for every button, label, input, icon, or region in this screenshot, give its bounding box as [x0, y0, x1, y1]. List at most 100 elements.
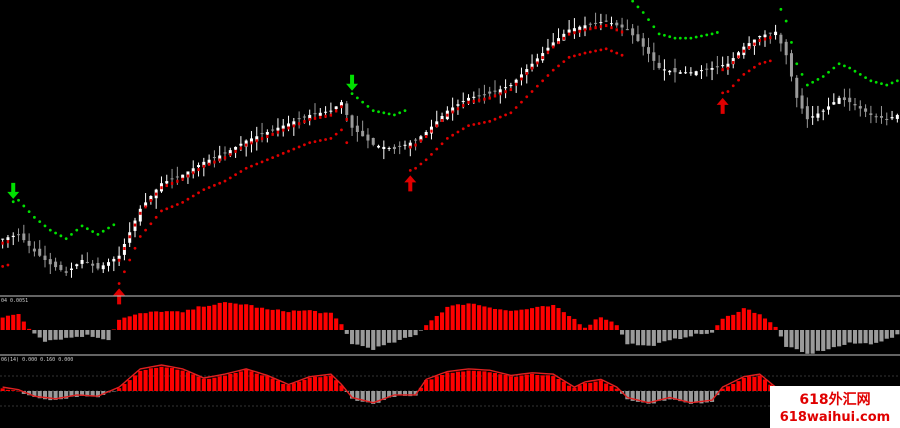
- oscillator-bar: [747, 376, 752, 391]
- trailing-stop-dot: [874, 80, 878, 84]
- oscillator-bar: [323, 376, 328, 391]
- candle-body: [260, 133, 264, 135]
- oscillator-bar: [180, 370, 185, 391]
- oscillator-bar: [492, 372, 498, 391]
- trailing-stop-dot: [27, 210, 31, 214]
- trailing-stop-dot: [33, 215, 36, 219]
- histogram-bar: [477, 305, 482, 330]
- oscillator-bar: [244, 369, 249, 391]
- oscillator-bar: [418, 387, 423, 391]
- candle-body: [774, 31, 778, 36]
- oscillator-bar: [95, 391, 100, 398]
- trailing-stop-dot: [424, 158, 428, 162]
- oscillator-bar: [588, 382, 593, 391]
- trend-mark: [266, 135, 269, 138]
- trailing-stop-dot: [890, 81, 894, 85]
- trailing-stop-dot: [138, 235, 142, 238]
- oscillator-bar: [238, 371, 243, 391]
- histogram-bar: [842, 330, 847, 345]
- trailing-stop-dot: [800, 73, 804, 76]
- candle-body: [572, 28, 576, 32]
- oscillator-bar: [762, 379, 768, 391]
- histogram-bar: [747, 309, 752, 330]
- trailing-stop-dot: [557, 64, 560, 68]
- candle-body: [387, 148, 391, 149]
- histogram-bar: [588, 324, 593, 330]
- histogram-bar: [413, 330, 418, 336]
- histogram-bar: [334, 318, 339, 330]
- oscillator-bar: [260, 375, 265, 391]
- histogram-pane[interactable]: [0, 302, 900, 354]
- trend-mark: [255, 139, 258, 143]
- candle-body: [59, 264, 63, 270]
- candle-body: [329, 110, 333, 112]
- trailing-stop-dot: [657, 32, 661, 36]
- trend-mark: [451, 110, 454, 114]
- histogram-bar: [752, 312, 757, 330]
- candle-body: [138, 208, 142, 222]
- trend-mark: [186, 174, 190, 178]
- candle-body: [789, 53, 793, 77]
- histogram-bar: [545, 306, 550, 330]
- trailing-stop-dot: [197, 191, 200, 195]
- candle-body: [382, 146, 386, 150]
- trailing-stop-dot: [175, 203, 179, 206]
- candle-body: [408, 142, 412, 148]
- oscillator-bar: [69, 391, 74, 397]
- trailing-stop-dot: [864, 76, 867, 79]
- oscillator-bar: [646, 391, 651, 404]
- trailing-stop-dot: [393, 113, 396, 117]
- candle-body: [48, 259, 52, 265]
- histogram-bar: [672, 330, 678, 339]
- candle-body: [493, 90, 497, 92]
- candle-body: [557, 38, 561, 44]
- trailing-stop-dot: [594, 49, 597, 53]
- oscillator-bar: [683, 391, 688, 403]
- candle-body: [800, 95, 804, 109]
- trailing-stop-dot: [467, 124, 470, 127]
- trailing-stop-dot: [721, 91, 725, 95]
- oscillator-bar: [201, 378, 206, 391]
- oscillator-bar: [725, 386, 730, 391]
- oscillator-bar: [111, 391, 116, 392]
- candle-body: [673, 68, 677, 73]
- histogram-bar: [826, 330, 831, 350]
- trend-mark: [213, 160, 216, 164]
- candle-body: [710, 68, 714, 70]
- candle-body: [371, 137, 375, 145]
- buy-arrow-icon: [404, 175, 417, 192]
- trend-mark: [329, 113, 333, 117]
- oscillator-bar: [752, 376, 757, 391]
- trend-mark: [345, 117, 348, 121]
- histogram-bar: [95, 330, 100, 338]
- oscillator-bar: [657, 391, 662, 401]
- histogram-bar: [757, 314, 762, 330]
- oscillator-bar: [212, 377, 217, 391]
- candle-body: [207, 159, 211, 165]
- oscillator-bar: [609, 385, 614, 391]
- oscillator-bar: [164, 367, 169, 391]
- oscillator-bar: [339, 385, 344, 391]
- trailing-stop-dot: [361, 100, 365, 104]
- histogram-bar: [244, 304, 249, 330]
- oscillator-bar: [360, 391, 365, 402]
- oscillator-bar: [678, 391, 683, 402]
- trend-mark: [520, 77, 523, 81]
- candle-body: [853, 104, 857, 106]
- trend-mark: [594, 26, 597, 30]
- oscillator-bar: [80, 391, 85, 396]
- histogram-bar: [222, 302, 228, 330]
- price-pane[interactable]: [1, 0, 899, 305]
- histogram-bar: [53, 330, 58, 340]
- candle-body: [821, 110, 825, 112]
- candle-body: [255, 136, 259, 142]
- histogram-bar: [48, 330, 53, 341]
- trend-mark: [324, 114, 327, 118]
- trailing-stop-dot: [112, 223, 116, 227]
- trailing-stop-dot: [377, 110, 380, 114]
- candle-body: [96, 262, 100, 269]
- trailing-stop-dot: [223, 179, 227, 183]
- oscillator-bar: [508, 376, 513, 391]
- histogram-bar: [593, 319, 598, 330]
- histogram-bar: [138, 313, 143, 330]
